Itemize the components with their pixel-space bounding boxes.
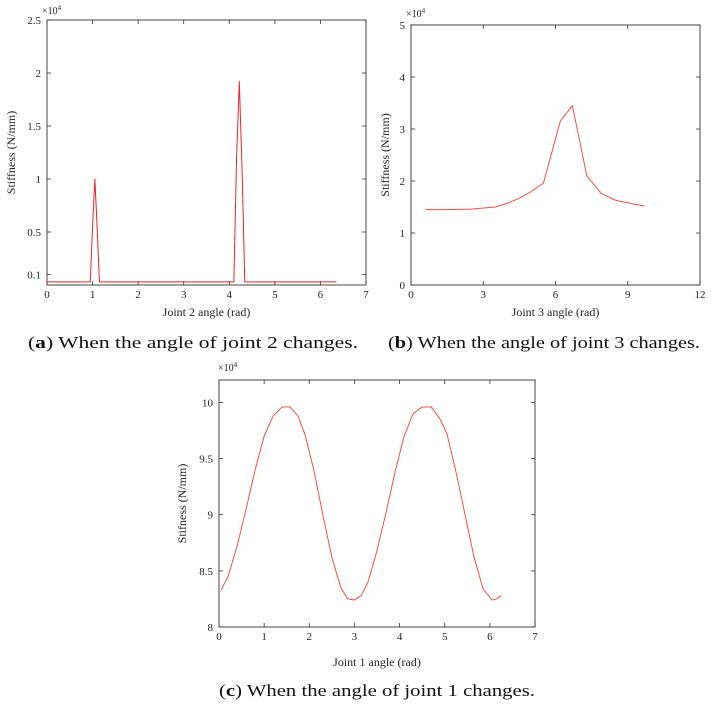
y-tick-label: 1 — [400, 228, 406, 240]
x-tick-label: 1 — [261, 631, 267, 643]
y-multiplier-base: ×10 — [406, 9, 422, 20]
caption-close-paren: ) — [235, 681, 242, 700]
y-tick-label: 9.5 — [199, 454, 213, 466]
x-tick-label: 4 — [227, 289, 233, 301]
y-axis-label: Stiffness (N/mm) — [378, 113, 392, 196]
caption-label: a — [35, 333, 46, 352]
caption-open-paren: ( — [28, 333, 35, 352]
y-multiplier: ×104 — [406, 7, 426, 20]
caption-text: When the angle of joint 3 changes. — [413, 333, 700, 352]
y-tick-label: 2 — [36, 68, 42, 80]
x-tick-label: 0 — [216, 631, 222, 643]
y-tick-label: 1 — [36, 174, 42, 186]
x-tick-label: 6 — [487, 631, 493, 643]
figure-caption: (a) When the angle of joint 2 changes. — [28, 333, 358, 352]
y-multiplier-exponent: 4 — [58, 4, 62, 12]
x-tick-label: 7 — [532, 631, 538, 643]
y-tick-label: 3 — [400, 124, 406, 136]
y-tick-label: 8.5 — [199, 566, 213, 578]
x-axis-label: Joint 3 angle (rad) — [512, 305, 600, 319]
y-tick-label: 1.5 — [27, 121, 41, 133]
x-tick-label: 1 — [90, 289, 96, 301]
y-tick-label: 9 — [208, 510, 214, 522]
x-tick-label: 6 — [553, 289, 559, 301]
x-tick-label: 5 — [272, 289, 278, 301]
figure-caption: (c) When the angle of joint 1 changes. — [219, 681, 535, 700]
plot-frame — [46, 19, 367, 286]
y-tick-label: 0.5 — [27, 227, 41, 239]
y-multiplier-base: ×10 — [42, 6, 58, 17]
x-tick-label: 7 — [363, 289, 369, 301]
y-multiplier-base: ×10 — [218, 363, 234, 374]
y-tick-label: 8 — [208, 622, 214, 634]
y-tick-label: 2.5 — [27, 15, 41, 27]
x-axis-label: Joint 2 angle (rad) — [163, 305, 251, 319]
caption-close-paren: ) — [406, 333, 413, 352]
x-tick-label: 3 — [481, 289, 487, 301]
x-tick-label: 2 — [307, 631, 313, 643]
x-tick-label: 0 — [408, 289, 414, 301]
caption-text: When the angle of joint 2 changes. — [53, 333, 358, 352]
x-tick-label: 4 — [397, 631, 403, 643]
caption-text: When the angle of joint 1 changes. — [242, 681, 535, 700]
x-tick-label: 9 — [625, 289, 631, 301]
y-multiplier: ×104 — [42, 4, 62, 17]
x-tick-label: 6 — [318, 289, 324, 301]
series-line-1 — [220, 406, 502, 601]
x-tick-label: 2 — [135, 289, 141, 301]
series-line-1 — [47, 80, 337, 283]
y-tick-label: 4 — [400, 72, 406, 84]
x-tick-label: 5 — [442, 631, 448, 643]
caption-close-paren: ) — [46, 333, 53, 352]
x-tick-label: 3 — [181, 289, 187, 301]
y-multiplier: ×104 — [218, 361, 238, 374]
y-tick-label: 10 — [202, 397, 214, 409]
y-multiplier-exponent: 4 — [422, 7, 426, 15]
x-tick-label: 12 — [695, 289, 706, 301]
x-tick-label: 3 — [352, 631, 358, 643]
y-axis-label: Stiffness (N/mm) — [4, 111, 18, 194]
series-line-1 — [425, 105, 645, 211]
y-tick-label: 5 — [400, 20, 406, 32]
x-axis-label: Joint 1 angle (rad) — [333, 655, 421, 669]
plot-frame — [218, 379, 536, 628]
y-axis-label: Stifness (N/mm) — [175, 464, 189, 544]
y-tick-label: 0 — [400, 280, 406, 292]
x-tick-label: 0 — [44, 289, 50, 301]
caption-open-paren: ( — [219, 681, 226, 700]
y-multiplier-exponent: 4 — [234, 361, 238, 369]
plot-frame — [410, 24, 701, 286]
y-tick-label: 0.1 — [27, 269, 41, 281]
figure-caption: (b) When the angle of joint 3 changes. — [388, 333, 700, 352]
caption-label: c — [226, 681, 235, 700]
caption-label: b — [395, 333, 406, 352]
caption-open-paren: ( — [388, 333, 395, 352]
y-tick-label: 2 — [400, 176, 406, 188]
